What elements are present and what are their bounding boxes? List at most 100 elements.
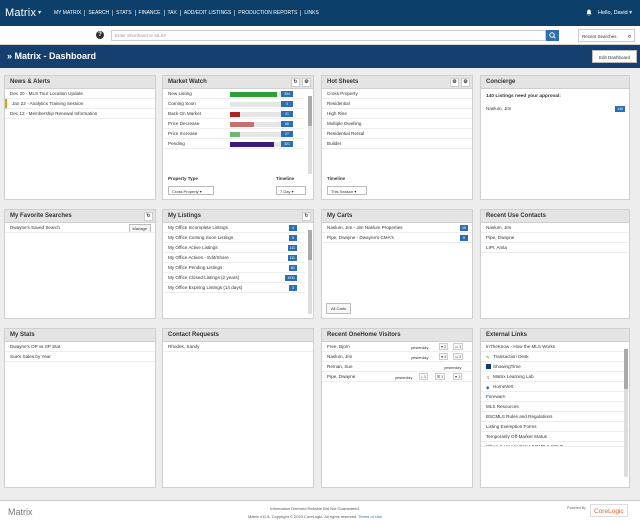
external-link[interactable]: ShowingTime xyxy=(481,362,629,372)
external-link[interactable]: When & How to Enter COMP & SOLD xyxy=(481,442,629,447)
likes-chip[interactable]: ♥ 1 xyxy=(453,373,463,380)
history-icon: ⟲ xyxy=(627,34,631,39)
hot-sheet-item[interactable]: Builder xyxy=(322,139,472,149)
scrollbar[interactable] xyxy=(308,96,312,174)
approval-notice: 140 Listings need your approval: xyxy=(486,94,561,99)
refresh-icon[interactable]: ↻ xyxy=(302,212,311,221)
favorite-search-item[interactable]: Dwayne's Saved Search Manage xyxy=(5,223,155,233)
property-type-select[interactable]: Cross Property ▾ xyxy=(168,186,214,195)
recent-searches-button[interactable]: Recent Searches ⟲ xyxy=(578,29,635,42)
concierge-agent-row[interactable]: Naslum, Jim 140 xyxy=(486,106,625,112)
hot-sheet-item[interactable]: Residential Rental xyxy=(322,129,472,139)
listing-row[interactable]: My Office Pending Listings 81 xyxy=(163,263,305,273)
market-watch-row[interactable]: Pending 321 xyxy=(163,139,303,149)
market-watch-row[interactable]: Price Decrease 68 xyxy=(163,119,303,129)
edit-dashboard-button[interactable]: Edit Dashboard xyxy=(592,50,637,63)
listing-row[interactable]: My Office Coming Soon Listings 5 xyxy=(163,233,305,243)
nav-link-finance[interactable]: FINANCE xyxy=(134,10,164,16)
visitor-row[interactable]: Free, Bjorn yesterday ♥ 2 ▭ 1 xyxy=(322,342,472,352)
market-watch-bar xyxy=(230,122,287,127)
search-input[interactable]: Enter Shorthand or MLS# xyxy=(111,30,546,41)
manage-button[interactable]: Manage xyxy=(128,224,151,232)
footer-logo: Matrix xyxy=(8,507,33,517)
listing-row[interactable]: My Office Incomplete Listings 4 xyxy=(163,223,305,233)
external-link[interactable]: InTheKnow - How the MLS Works xyxy=(481,342,629,352)
stat-item[interactable]: Dwayne's OP vs SP Stat xyxy=(5,342,155,352)
nav-link-stats[interactable]: STATS xyxy=(112,10,134,16)
external-link[interactable]: BSCMLS Rules and Regulations xyxy=(481,412,629,422)
corelogic-logo[interactable]: CoreLogic xyxy=(590,504,628,517)
nav-link-add-edit-listings[interactable]: ADD/EDIT LISTINGS xyxy=(179,10,234,16)
news-item[interactable]: Dec 12 - Membership Renewal Information xyxy=(5,109,155,119)
gear-icon[interactable]: ⚙ xyxy=(302,78,311,87)
visit-time: yesterday xyxy=(411,355,429,360)
stat-item[interactable]: Sue's Sales by Year xyxy=(5,352,155,362)
comments-chip[interactable]: ▭ 2 xyxy=(453,353,464,360)
help-icon[interactable]: ? xyxy=(96,31,104,39)
hot-sheet-item[interactable]: Multiple Dwelling xyxy=(322,119,472,129)
likes-chip[interactable]: ♥ 2 xyxy=(439,343,449,350)
scrollbar[interactable] xyxy=(308,230,312,314)
panel-title: My Carts xyxy=(322,210,472,223)
timeline-select[interactable]: 7 Day ▾ xyxy=(276,186,306,195)
comments-chip[interactable]: ▭ 1 xyxy=(453,343,464,350)
nav-link-tax[interactable]: TAX xyxy=(163,10,180,16)
powered-by-label: Powered By xyxy=(567,506,586,510)
gear-icon[interactable]: ⚙ xyxy=(450,78,459,87)
news-item[interactable]: Jan 22 - Analytics Training Session xyxy=(5,99,155,109)
external-link[interactable]: ✎ Transaction Desk xyxy=(481,352,629,362)
external-link[interactable]: ◆ HomeVert xyxy=(481,382,629,392)
listing-row[interactable]: My Office Actives - Edit/Share 111 xyxy=(163,253,305,263)
listing-row[interactable]: My Office Expiring Listings (14 days) 3 xyxy=(163,283,305,293)
refresh-icon[interactable]: ↻ xyxy=(144,212,153,221)
listing-label: My Office Closed Listings (2 years) xyxy=(168,275,240,280)
search-icon xyxy=(549,32,556,39)
nav-link-production-reports[interactable]: PRODUCTION REPORTS xyxy=(234,10,300,16)
contact-item[interactable]: Naslum, Jim xyxy=(481,223,629,233)
contact-item[interactable]: LIPI, Anita xyxy=(481,243,629,253)
refresh-icon[interactable]: ↻ xyxy=(291,78,300,87)
matrix-logo[interactable]: Matrix ▾ xyxy=(5,7,42,19)
hot-sheet-item[interactable]: High Rise xyxy=(322,109,472,119)
hot-sheet-item[interactable]: Residential xyxy=(322,99,472,109)
hot-sheet-item[interactable]: Cross Property xyxy=(322,89,472,99)
scrollbar[interactable] xyxy=(624,349,628,477)
user-menu[interactable]: Hello, David ▾ xyxy=(598,9,632,16)
listing-row[interactable]: My Office Closed Listings (2 years) 1911 xyxy=(163,273,305,283)
homevert-icon: ◆ xyxy=(486,385,490,390)
cart-item[interactable]: Pipe, Dwayne - Dwayne's CMA's 5 xyxy=(322,233,472,243)
visitor-row[interactable]: Naslum, Jim yesterday ♥ 4 ▭ 2 xyxy=(322,352,472,362)
searches-chip[interactable]: ⌕ 1 xyxy=(419,373,428,380)
market-watch-row[interactable]: Back On Market 21 xyxy=(163,109,303,119)
gear-icon[interactable]: ⚙ xyxy=(461,78,470,87)
dashboard-header: » Matrix - Dashboard Edit Dashboard xyxy=(0,45,640,68)
external-link[interactable]: Temporarily Off-Market Status xyxy=(481,432,629,442)
top-navigation: Matrix ▾ MY MATRIX SEARCH STATS FINANCE T… xyxy=(0,0,640,26)
news-item[interactable]: Dec 20 - MLS Tour Location Update xyxy=(5,89,155,99)
listing-row[interactable]: My Office Active Listings 111 xyxy=(163,243,305,253)
views-chip[interactable]: ☰ 1 xyxy=(435,373,446,380)
all-carts-button[interactable]: All Carts xyxy=(326,303,352,314)
external-link[interactable]: MLS Resources xyxy=(481,402,629,412)
market-watch-bar xyxy=(230,142,287,147)
search-placeholder: Enter Shorthand or MLS# xyxy=(115,33,167,38)
terms-link[interactable]: Terms of Use xyxy=(358,514,382,519)
external-link[interactable]: Forewarn xyxy=(481,392,629,402)
timeline-select[interactable]: This Season ▾ xyxy=(327,186,367,195)
market-watch-row[interactable]: New Listing 334 xyxy=(163,89,303,99)
nav-link-links[interactable]: LINKS xyxy=(300,10,321,16)
nav-link-search[interactable]: SEARCH xyxy=(84,10,112,16)
external-link[interactable]: Listing Exemption Forms xyxy=(481,422,629,432)
nav-link-my-matrix[interactable]: MY MATRIX xyxy=(54,10,82,16)
visitor-row[interactable]: Pipe, Dwayne yesterday ⌕ 1 ☰ 1 ♥ 1 xyxy=(322,372,472,382)
market-watch-row[interactable]: Coming Soon 3 xyxy=(163,99,303,109)
cart-item[interactable]: Naslum, Jim - Jim Naslum Properties 15 xyxy=(322,223,472,233)
market-watch-row[interactable]: Price Increase 27 xyxy=(163,129,303,139)
search-button[interactable] xyxy=(546,30,559,41)
likes-chip[interactable]: ♥ 4 xyxy=(439,353,449,360)
external-link[interactable]: ↯ Matrix Learning Lab xyxy=(481,372,629,382)
visitor-row[interactable]: Reman, Sue yesterday xyxy=(322,362,472,372)
bell-icon[interactable] xyxy=(586,9,592,16)
request-item[interactable]: Rhodes, Sandy xyxy=(163,342,313,352)
contact-item[interactable]: Pipe, Dwayne xyxy=(481,233,629,243)
